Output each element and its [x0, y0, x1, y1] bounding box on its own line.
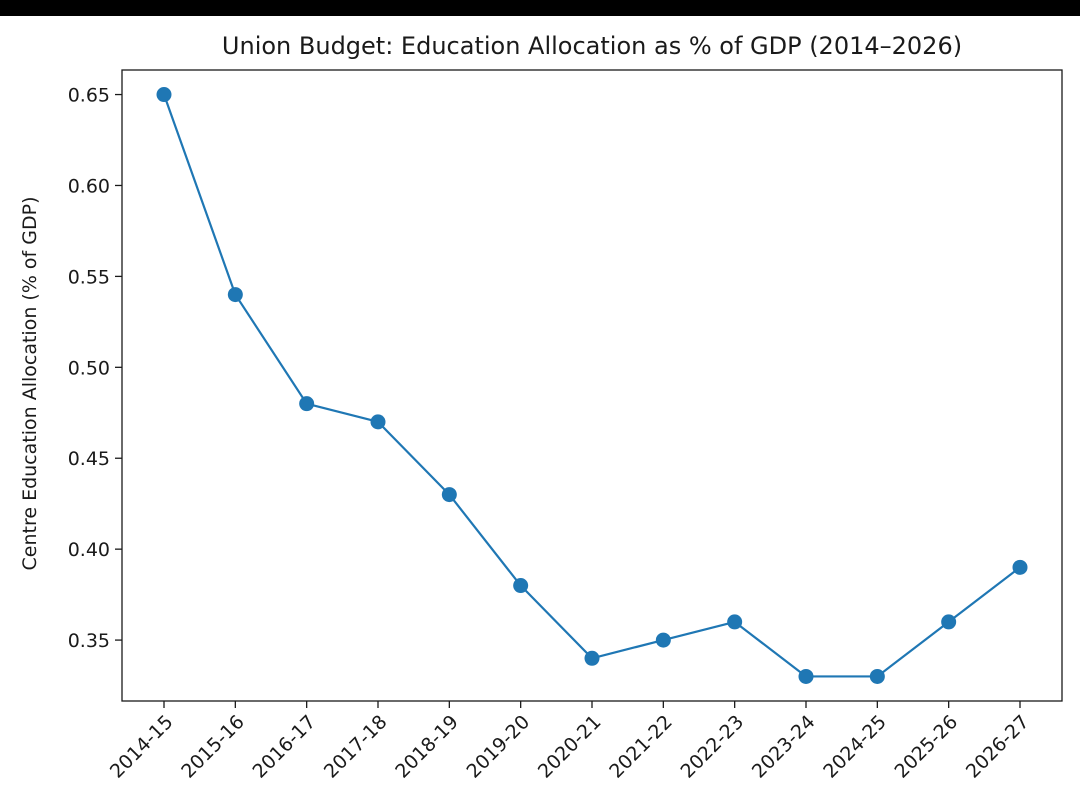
x-tick-label: 2015-16	[177, 711, 249, 783]
data-point-2017-18	[370, 414, 386, 430]
x-tick-label: 2024-25	[819, 711, 891, 783]
x-tick-label: 2016-17	[249, 711, 321, 783]
data-point-2015-16	[227, 287, 243, 303]
plot-area	[156, 87, 1028, 684]
x-tick-label: 2019-20	[463, 711, 535, 783]
y-tick-label: 0.55	[68, 266, 110, 288]
data-point-2025-26	[941, 614, 957, 630]
data-point-2024-25	[869, 668, 885, 684]
y-axis-label: Centre Education Allocation (% of GDP)	[19, 197, 41, 571]
y-tick-label: 0.40	[68, 539, 110, 561]
chart-title: Union Budget: Education Allocation as % …	[222, 32, 962, 60]
x-tick-label: 2025-26	[891, 711, 963, 783]
x-axis: 2014-15 2015-16 2016-17 2017-18 2018-19 2019-…	[106, 701, 1034, 783]
x-tick-label: 2022-23	[677, 711, 749, 783]
x-tick-label: 2018-19	[391, 711, 463, 783]
data-point-2014-15	[156, 87, 172, 103]
x-tick-label: 2026-27	[962, 711, 1034, 783]
data-point-2020-21	[584, 650, 600, 666]
x-tick-label: 2023-24	[748, 711, 820, 783]
x-tick-label: 2014-15	[106, 711, 178, 783]
y-tick-label: 0.60	[68, 175, 110, 197]
data-point-2019-20	[513, 578, 529, 594]
data-point-2023-24	[798, 668, 814, 684]
y-tick-label: 0.50	[68, 357, 110, 379]
y-tick-label: 0.45	[68, 448, 110, 470]
y-tick-label: 0.65	[68, 85, 110, 107]
y-axis: 0.35 0.40 0.45 0.50 0.55 0.60 0.65	[68, 85, 122, 652]
x-tick-label: 2020-21	[534, 711, 606, 783]
data-point-2018-19	[441, 487, 457, 503]
axes-frame	[121, 69, 1063, 702]
x-tick-label: 2017-18	[320, 711, 392, 783]
top-black-bar	[0, 0, 1080, 16]
data-point-2021-22	[655, 632, 671, 648]
y-tick-label: 0.35	[68, 630, 110, 652]
data-point-2022-23	[727, 614, 743, 630]
data-point-2026-27	[1012, 559, 1028, 575]
data-point-2016-17	[299, 396, 315, 412]
x-tick-label: 2021-22	[605, 711, 677, 783]
series-line	[162, 94, 1021, 678]
